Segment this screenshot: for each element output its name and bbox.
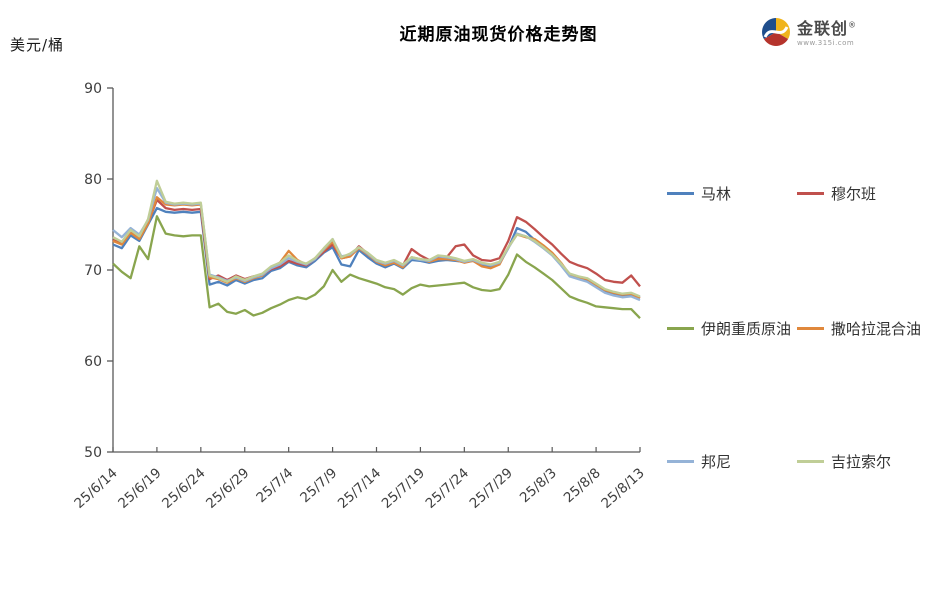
y-axis-unit-label: 美元/桶 <box>10 36 65 54</box>
legend-swatch <box>667 460 694 463</box>
x-tick-label: 25/6/19 <box>115 465 164 512</box>
legend-label: 穆尔班 <box>831 185 877 203</box>
y-tick-label: 50 <box>84 445 102 461</box>
x-tick-label: 25/7/4 <box>253 465 296 506</box>
legend-item-2: 穆尔班 <box>797 183 876 204</box>
x-tick-label: 25/7/14 <box>335 465 384 512</box>
legend-swatch <box>667 192 694 195</box>
legend-label: 邦尼 <box>701 453 732 471</box>
series-line-3 <box>112 215 641 319</box>
legend-label: 伊朗重质原油 <box>701 320 792 338</box>
x-tick-label: 25/6/24 <box>159 465 208 512</box>
y-tick-label: 60 <box>84 354 102 370</box>
legend-item-5: 邦尼 <box>667 451 731 472</box>
x-tick-label: 25/7/19 <box>379 465 428 512</box>
brand-name: 金联创 <box>797 19 849 38</box>
legend-label: 马林 <box>701 185 732 203</box>
legend-swatch <box>797 192 824 195</box>
brand-logo: 金联创® www.315i.com <box>760 16 856 48</box>
chart-title: 近期原油现货价格走势图 <box>399 25 598 45</box>
legend-label: 吉拉索尔 <box>831 453 892 471</box>
legend-item-3: 伊朗重质原油 <box>667 318 791 339</box>
x-tick-label: 25/8/13 <box>598 465 647 512</box>
x-tick-label: 25/7/29 <box>467 465 516 512</box>
x-tick-label: 25/7/24 <box>423 465 472 512</box>
brand-logo-icon <box>762 18 790 46</box>
legend-swatch <box>797 327 824 330</box>
legend-item-1: 马林 <box>667 183 731 204</box>
y-tick-label: 70 <box>84 263 102 279</box>
x-tick-label: 25/6/29 <box>203 465 252 512</box>
x-tick-label: 25/6/14 <box>71 465 120 512</box>
x-tick-label: 25/8/3 <box>517 465 560 506</box>
brand-text-column: 金联创® www.315i.com <box>797 16 857 48</box>
legend-item-4: 撒哈拉混合油 <box>797 318 921 339</box>
legend-item-6: 吉拉索尔 <box>797 451 891 472</box>
registered-mark: ® <box>848 20 857 30</box>
legend-label: 撒哈拉混合油 <box>831 320 922 338</box>
legend-swatch <box>667 327 694 330</box>
brand-url: www.315i.com <box>797 39 855 47</box>
legend-swatch <box>797 460 824 463</box>
y-tick-label: 90 <box>84 81 102 97</box>
series-line-6 <box>112 179 641 298</box>
y-tick-label: 80 <box>84 172 102 188</box>
